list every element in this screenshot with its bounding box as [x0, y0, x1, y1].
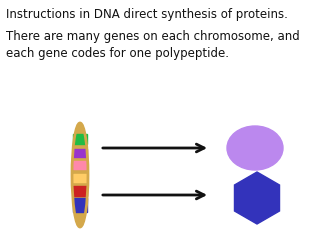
Bar — [73, 174, 87, 182]
Bar — [73, 134, 87, 144]
Bar — [73, 149, 87, 157]
Polygon shape — [235, 172, 279, 224]
Bar — [73, 186, 87, 196]
Ellipse shape — [227, 126, 283, 170]
Bar — [73, 161, 87, 169]
Text: Instructions in DNA direct synthesis of proteins.: Instructions in DNA direct synthesis of … — [6, 8, 288, 21]
Bar — [73, 198, 87, 212]
Text: There are many genes on each chromosome, and
each gene codes for one polypeptide: There are many genes on each chromosome,… — [6, 30, 300, 60]
Ellipse shape — [72, 123, 88, 227]
